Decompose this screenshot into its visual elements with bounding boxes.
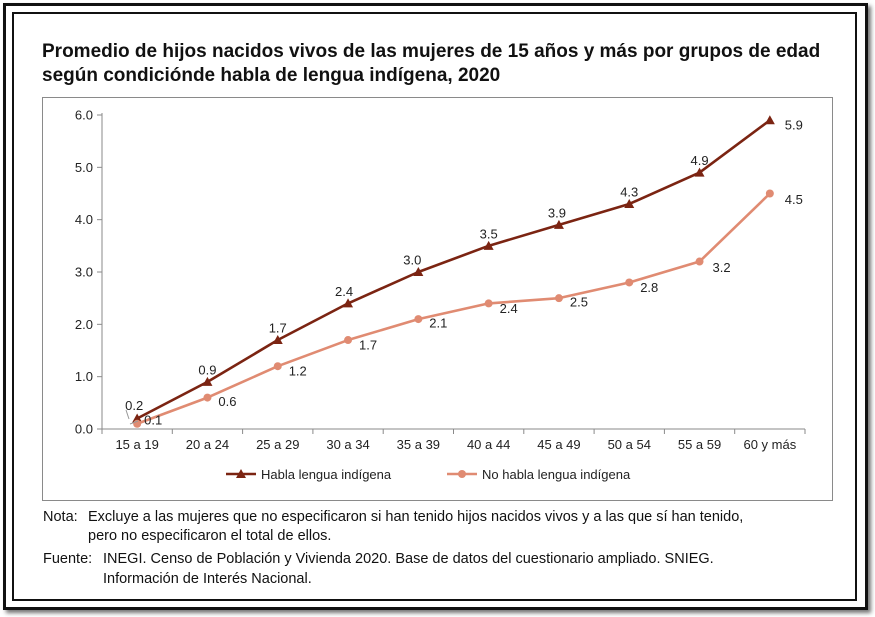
data-point-no-habla	[273, 362, 282, 371]
data-point-habla	[413, 267, 424, 276]
data-point-no-habla	[414, 315, 423, 324]
data-label-no-habla: 4.5	[785, 192, 803, 207]
x-tick-label: 55 a 59	[678, 437, 721, 452]
source-label: Fuente:	[43, 551, 93, 567]
data-label-no-habla: 0.1	[144, 412, 162, 427]
y-tick-label: 4.0	[75, 212, 93, 227]
leader-line	[129, 420, 139, 425]
x-tick-label: 20 a 24	[186, 437, 229, 452]
data-label-no-habla: 2.4	[500, 301, 518, 316]
y-tick-label: 5.0	[75, 160, 93, 175]
y-tick-label: 2.0	[75, 317, 93, 332]
data-label-habla: 3.9	[548, 205, 566, 220]
data-point-habla	[624, 198, 635, 208]
data-point-habla	[764, 115, 775, 125]
data-label-no-habla: 0.6	[218, 394, 236, 409]
note-text-line2: pero no especificaron el total de ellos.	[88, 528, 332, 544]
legend-marker-habla	[236, 469, 246, 478]
outer-frame	[3, 3, 868, 610]
series-line-no-habla	[136, 192, 771, 425]
source-text-line2: Información de Interés Nacional.	[103, 571, 312, 587]
y-tick-label: 6.0	[75, 108, 93, 123]
chart-title: Promedio de hijos nacidos vivos de las m…	[42, 41, 821, 86]
source-text-line1: INEGI. Censo de Población y Vivienda 202…	[103, 551, 714, 567]
data-point-no-habla	[484, 299, 493, 308]
x-tick-label: 40 a 44	[467, 437, 510, 452]
data-point-habla	[343, 298, 354, 308]
x-tick-label: 50 a 54	[608, 437, 651, 452]
legend-label-habla: Habla lengua indígena	[261, 467, 392, 482]
data-point-no-habla	[203, 393, 212, 402]
data-label-no-habla: 3.2	[713, 260, 731, 275]
data-point-habla	[694, 167, 705, 177]
data-label-habla: 3.0	[403, 253, 421, 268]
data-label-habla: 3.5	[480, 226, 498, 241]
note-text-line1: Excluye a las mujeres que no especificar…	[88, 509, 744, 525]
data-label-no-habla: 1.2	[289, 364, 307, 379]
data-label-no-habla: 2.5	[570, 295, 588, 310]
x-tick-label: 45 a 49	[537, 437, 580, 452]
note-label: Nota:	[43, 509, 78, 525]
data-label-no-habla: 1.7	[359, 338, 377, 353]
x-tick-label: 35 a 39	[397, 437, 440, 452]
data-label-habla: 0.2	[125, 398, 143, 413]
data-label-no-habla: 2.1	[429, 316, 447, 331]
x-tick-label: 25 a 29	[256, 437, 299, 452]
data-point-no-habla	[765, 189, 774, 198]
x-tick-label: 60 y más	[743, 437, 796, 452]
data-point-no-habla	[625, 278, 634, 287]
inner-frame	[12, 12, 857, 601]
legend-label-no-habla: No habla lengua indígena	[482, 467, 631, 482]
x-tick-label: 15 a 19	[115, 437, 158, 452]
y-tick-label: 3.0	[75, 265, 93, 280]
data-label-habla: 2.4	[335, 284, 353, 299]
data-point-habla	[483, 240, 494, 250]
y-tick-label: 0.0	[75, 422, 93, 437]
data-point-habla	[202, 376, 213, 386]
data-point-no-habla	[344, 336, 353, 345]
source-block: Fuente:	[43, 550, 92, 569]
legend-marker-no-habla	[458, 470, 466, 478]
data-point-habla	[132, 413, 143, 423]
data-label-habla: 1.7	[269, 321, 287, 336]
y-tick-label: 1.0	[75, 369, 93, 384]
data-point-no-habla	[554, 294, 563, 303]
data-label-habla: 4.9	[691, 153, 709, 168]
data-point-no-habla	[695, 257, 704, 266]
data-point-habla	[272, 335, 283, 345]
data-label-habla: 4.3	[620, 184, 638, 199]
note-block: Nota:	[43, 508, 78, 527]
data-point-habla	[553, 219, 564, 229]
series-line-habla	[136, 119, 771, 420]
data-label-habla: 5.9	[785, 118, 803, 133]
plot-area-border	[42, 97, 833, 501]
data-label-no-habla: 2.8	[640, 280, 658, 295]
x-tick-label: 30 a 34	[326, 437, 369, 452]
leader-line	[125, 409, 130, 420]
data-label-habla: 0.9	[198, 362, 216, 377]
